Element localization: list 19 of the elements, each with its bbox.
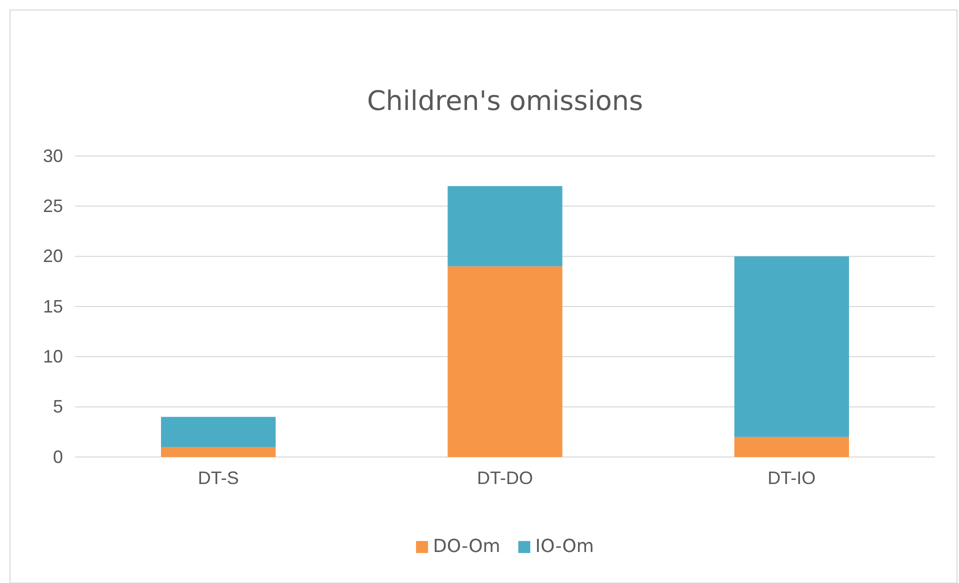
bar xyxy=(734,436,849,457)
x-tick-label: DT-IO xyxy=(768,468,816,488)
y-tick-label: 0 xyxy=(52,446,63,467)
y-tick-label: 30 xyxy=(42,146,63,166)
chart-title: Children's omissions xyxy=(366,86,644,117)
x-tick-label: DT-S xyxy=(198,468,239,488)
legend-label: IO-Om xyxy=(535,536,594,557)
bar xyxy=(734,256,849,437)
y-tick-label: 5 xyxy=(52,396,63,417)
legend-label: DO-Om xyxy=(433,536,500,557)
y-tick-label: 20 xyxy=(42,246,63,266)
y-tick-label: 25 xyxy=(42,196,63,216)
x-tick-label: DT-DO xyxy=(477,468,533,488)
bar xyxy=(161,416,276,447)
bar xyxy=(161,446,276,457)
bar xyxy=(448,266,562,457)
bar xyxy=(448,186,562,266)
y-tick-label: 15 xyxy=(42,296,63,316)
y-tick-label: 10 xyxy=(42,346,63,366)
